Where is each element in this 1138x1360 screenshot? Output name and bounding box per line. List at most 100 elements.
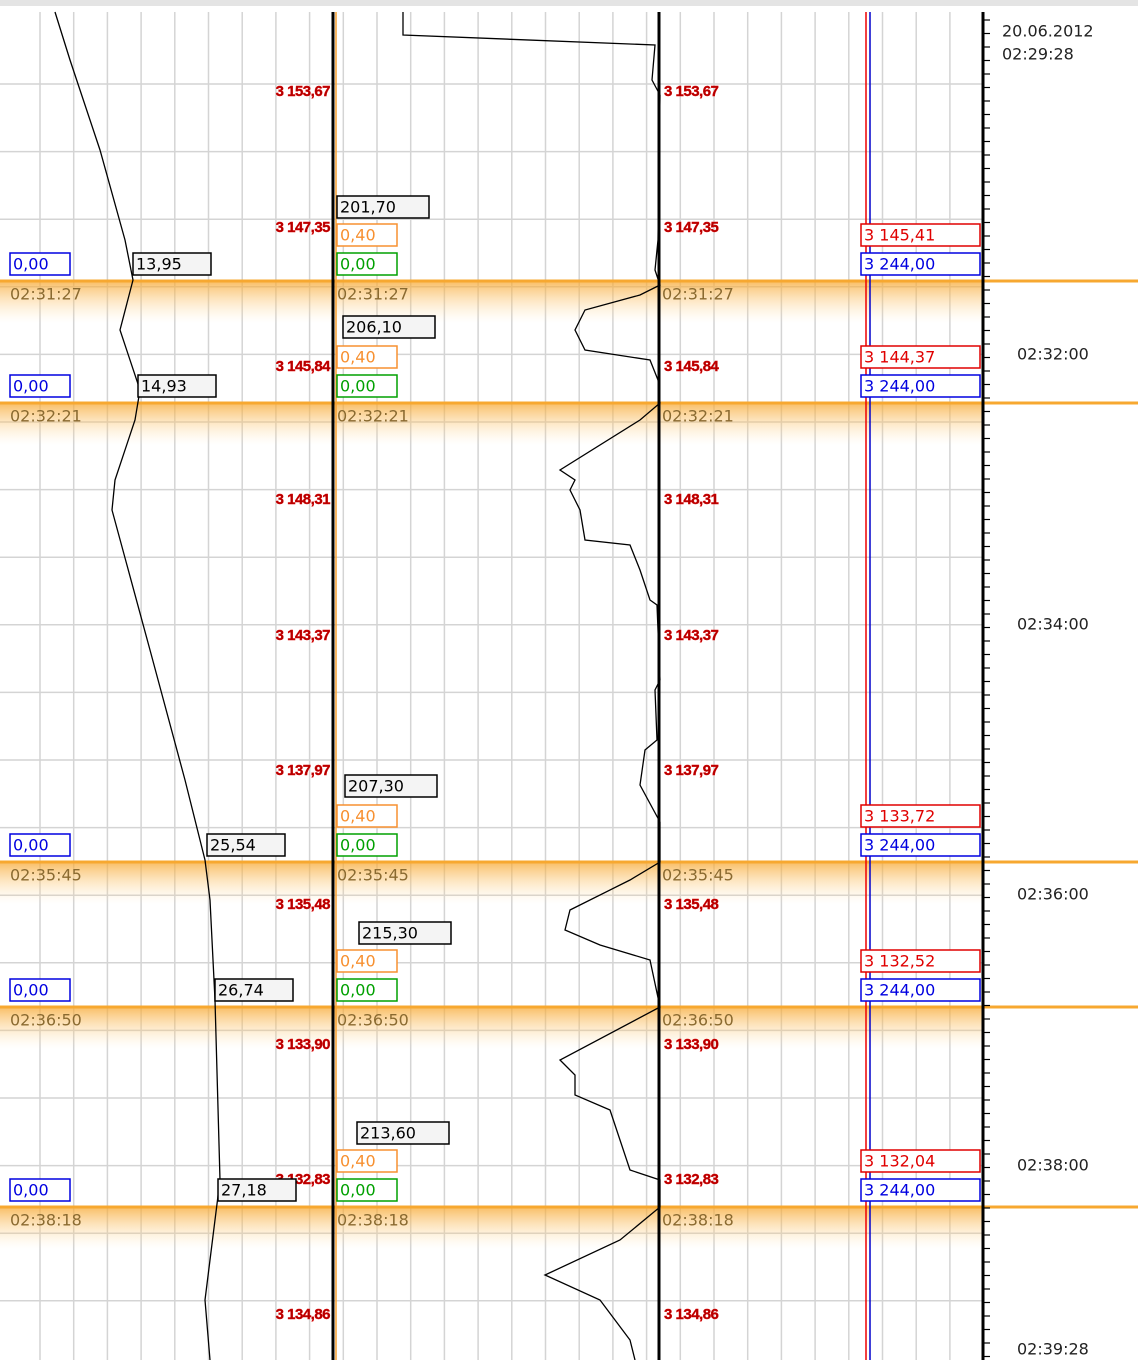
value-box-label: 0,40 — [340, 807, 376, 826]
price-label: 3 135,48 — [664, 896, 719, 913]
labels: 20.06.2012 02:29:28 02:32:00 02:34:00 02:36:… — [9, 19, 1094, 1359]
value-box — [336, 1178, 398, 1202]
value-box — [206, 833, 286, 857]
event-time: 02:35:45 — [337, 866, 409, 885]
time-label: 02:38:00 — [1017, 1156, 1089, 1175]
event-band — [0, 862, 983, 904]
value-box-label: 0,00 — [13, 377, 49, 396]
price-label: 3 153,67 — [276, 83, 331, 100]
value-box-label: 0,40 — [340, 952, 376, 971]
price-label: 3 135,48 — [276, 896, 331, 913]
value-box — [860, 1149, 981, 1173]
value-box — [132, 252, 212, 276]
value-box — [137, 374, 217, 398]
top-bar — [0, 0, 1138, 6]
event-band — [0, 403, 983, 445]
value-box-label: 0,00 — [13, 1181, 49, 1200]
value-box — [860, 374, 981, 398]
value-box — [336, 978, 398, 1002]
value-box — [9, 978, 71, 1002]
value-box-label: 0,00 — [13, 255, 49, 274]
price-label: 3 137,97 — [664, 762, 719, 779]
event-band — [0, 281, 983, 323]
value-box — [358, 921, 452, 945]
value-box — [336, 1149, 398, 1173]
price-label: 3 153,67 — [664, 83, 719, 100]
time-label: 02:39:28 — [1017, 1340, 1089, 1359]
price-label: 3 134,86 — [276, 1306, 331, 1323]
value-box-label: 0,00 — [340, 981, 376, 1000]
price-label: 3 148,31 — [276, 491, 331, 508]
value-box-label: 213,60 — [360, 1124, 416, 1143]
value-box-label: 0,40 — [340, 348, 376, 367]
event-band — [0, 1007, 983, 1049]
value-box — [860, 345, 981, 369]
value-box-label: 3 133,72 — [864, 807, 935, 826]
price-label: 3 143,37 — [664, 627, 719, 644]
value-box-label: 207,30 — [348, 777, 404, 796]
price-label: 3 143,37 — [276, 627, 331, 644]
value-box — [860, 804, 981, 828]
value-box-label: 3 244,00 — [864, 377, 935, 396]
time-label: 02:32:00 — [1017, 345, 1089, 364]
value-box — [336, 252, 398, 276]
value-box-label: 0,40 — [340, 1152, 376, 1171]
value-box — [860, 1178, 981, 1202]
date-label: 20.06.2012 — [1002, 22, 1094, 41]
event-time: 02:38:18 — [337, 1211, 409, 1230]
price-label: 3 132,83 — [664, 1171, 719, 1188]
value-box — [336, 374, 398, 398]
event-time: 02:38:18 — [662, 1211, 734, 1230]
value-box-label: 26,74 — [218, 981, 264, 1000]
price-label: 3 137,97 — [276, 762, 331, 779]
value-box-label: 3 244,00 — [864, 836, 935, 855]
value-box — [336, 833, 398, 857]
price-label: 3 133,90 — [276, 1036, 331, 1053]
right-curve — [402, 12, 661, 1360]
price-label: 3 147,35 — [276, 219, 331, 236]
value-box-label: 3 132,04 — [864, 1152, 935, 1171]
value-box — [336, 345, 398, 369]
event-time: 02:36:50 — [337, 1011, 409, 1030]
value-box-label: 0,00 — [340, 836, 376, 855]
value-box — [344, 774, 438, 798]
value-box — [9, 833, 71, 857]
time-label: 02:34:00 — [1017, 615, 1089, 634]
value-box-label: 3 132,52 — [864, 952, 935, 971]
event-time: 02:32:21 — [337, 407, 409, 426]
value-box-label: 0,00 — [340, 1181, 376, 1200]
value-box — [356, 1121, 450, 1145]
event-time: 02:31:27 — [662, 285, 734, 304]
event-time: 02:35:45 — [10, 866, 82, 885]
value-box — [336, 804, 398, 828]
value-box-label: 27,18 — [221, 1181, 267, 1200]
time-label: 02:29:28 — [1002, 45, 1074, 64]
value-box — [860, 833, 981, 857]
price-label: 3 145,84 — [276, 358, 332, 375]
value-box-label: 0,00 — [13, 981, 49, 1000]
value-box-label: 3 244,00 — [864, 1181, 935, 1200]
value-box-label: 13,95 — [136, 255, 182, 274]
price-label: 3 147,35 — [664, 219, 719, 236]
price-label: 3 145,84 — [664, 358, 720, 375]
event-time: 02:36:50 — [10, 1011, 82, 1030]
value-box — [336, 949, 398, 973]
value-box — [9, 252, 71, 276]
event-time: 02:31:27 — [10, 285, 82, 304]
left-curve — [54, 11, 221, 1360]
value-box — [860, 978, 981, 1002]
value-box-label: 0,00 — [340, 255, 376, 274]
event-time: 02:35:45 — [662, 866, 734, 885]
event-time: 02:32:21 — [10, 407, 82, 426]
value-box — [860, 252, 981, 276]
value-box — [336, 195, 430, 219]
grid — [0, 12, 983, 1360]
event-time: 02:36:50 — [662, 1011, 734, 1030]
value-box-label: 0,00 — [340, 377, 376, 396]
value-box — [342, 315, 436, 339]
value-box — [860, 223, 981, 247]
value-box — [860, 949, 981, 973]
value-box-label: 215,30 — [362, 924, 418, 943]
value-box — [9, 374, 71, 398]
